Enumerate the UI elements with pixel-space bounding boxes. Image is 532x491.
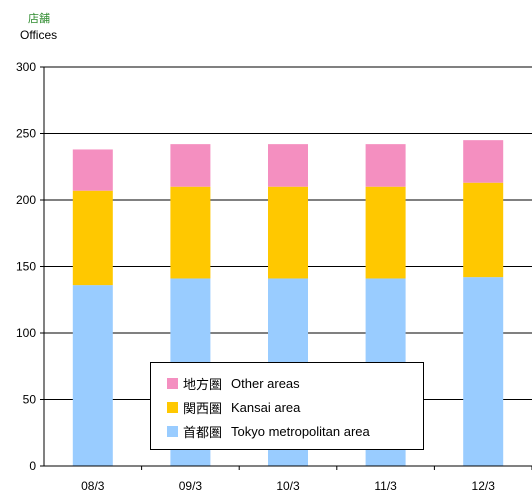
- bar-segment: [72, 190, 113, 286]
- y-unit-label-en: Offices: [20, 28, 58, 42]
- legend-label-jp: 首都圏: [183, 425, 223, 441]
- y-tick-label: 200: [16, 193, 36, 207]
- axes: [40, 66, 532, 470]
- x-tick-labels: 08/3 09/3 10/3 11/3 12/3: [81, 479, 495, 491]
- y-tick-label: 150: [16, 260, 36, 274]
- bar-segment: [463, 182, 504, 278]
- x-tick-label: 11/3: [374, 479, 397, 491]
- legend-label-jp: 関西圏: [183, 401, 223, 417]
- legend: 地方圏 Other areas 関西圏 Kansai area 首都圏 Toky…: [150, 362, 424, 450]
- bar-segment: [365, 186, 406, 279]
- bar-segment: [463, 277, 504, 466]
- y-tick-label: 300: [16, 60, 36, 74]
- y-tick-labels: 0 50 100 150 200 250 300: [16, 60, 36, 473]
- y-unit-label-jp: 店舗: [28, 12, 50, 25]
- legend-label-jp: 地方圏: [183, 377, 223, 393]
- y-tick-label: 0: [29, 459, 36, 473]
- y-tick-label: 100: [16, 326, 36, 340]
- legend-swatch-kansai: [167, 401, 178, 413]
- legend-item-other: 地方圏 Other areas: [167, 371, 423, 395]
- legend-swatch-tokyo: [167, 425, 178, 437]
- legend-label-en: Other areas: [231, 375, 300, 391]
- x-tick-label: 10/3: [276, 479, 300, 491]
- y-tick-label: 50: [23, 393, 37, 407]
- x-tick-label: 09/3: [179, 479, 203, 491]
- bar-segment: [72, 285, 113, 466]
- bar-segment: [170, 144, 211, 187]
- bar-segment: [268, 186, 308, 279]
- bar-segment: [268, 144, 308, 187]
- x-tick-label: 08/3: [81, 479, 105, 491]
- legend-label-en: Kansai area: [231, 399, 301, 415]
- x-tick-label: 12/3: [472, 479, 496, 491]
- bar-segment: [365, 144, 406, 187]
- bar-segment: [72, 149, 113, 191]
- y-tick-label: 250: [16, 127, 36, 141]
- legend-item-tokyo: 首都圏 Tokyo metropolitan area: [167, 419, 423, 443]
- bar-segment: [170, 186, 211, 279]
- legend-label-en: Tokyo metropolitan area: [231, 423, 370, 439]
- legend-swatch-other: [167, 377, 178, 389]
- bar-segment: [463, 140, 504, 183]
- legend-item-kansai: 関西圏 Kansai area: [167, 395, 423, 419]
